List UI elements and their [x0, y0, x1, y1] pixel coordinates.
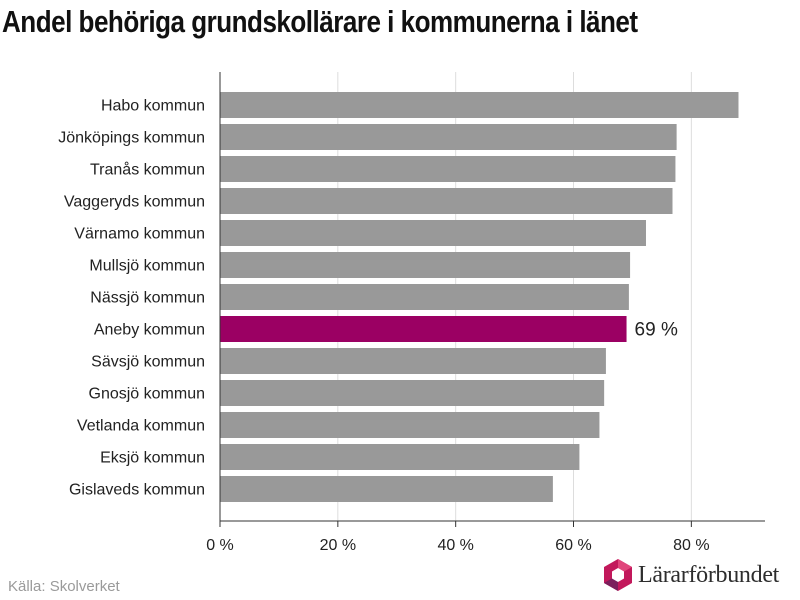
- x-tick-label: 60 %: [555, 537, 591, 554]
- x-tick-label: 40 %: [437, 537, 473, 554]
- category-label: Mullsjö kommun: [89, 258, 205, 275]
- category-label: Tranås kommun: [90, 161, 205, 179]
- x-tick-label: 20 %: [320, 537, 356, 554]
- bars: [220, 92, 739, 502]
- category-label: Sävsjö kommun: [91, 354, 205, 371]
- bar: [220, 156, 676, 182]
- source-note: Källa: Skolverket: [8, 578, 120, 595]
- category-labels: Habo kommun Jönköpings kommun Tranås kommu…: [58, 98, 205, 499]
- bar: [220, 348, 606, 374]
- category-label: Eksjö kommun: [100, 450, 205, 467]
- category-label: Jönköpings kommun: [58, 130, 205, 147]
- category-label: Aneby kommun: [94, 322, 205, 339]
- x-tick-label: 80 %: [673, 537, 709, 554]
- category-label: Värnamo kommun: [74, 226, 205, 243]
- chart-title: Andel behöriga grundskollärare i kommune…: [2, 4, 638, 39]
- bar: [220, 412, 600, 438]
- category-label: Vetlanda kommun: [77, 418, 205, 435]
- lararforbundet-logo: Lärarförbundet: [602, 558, 796, 592]
- x-tick-label: 0 %: [206, 537, 234, 554]
- x-axis: 0 % 20 % 40 % 60 % 80 %: [206, 72, 765, 554]
- category-label: Nässjö kommun: [90, 290, 205, 307]
- bar: [220, 188, 673, 214]
- category-label: Gislaveds kommun: [69, 482, 205, 499]
- bar: [220, 220, 646, 246]
- bar: [220, 92, 739, 118]
- bar: [220, 444, 580, 470]
- category-label: Gnosjö kommun: [89, 386, 206, 403]
- logo-icon: [604, 559, 632, 591]
- category-label: Vaggeryds kommun: [64, 194, 205, 211]
- bar: [220, 284, 629, 310]
- bar: [220, 124, 677, 150]
- data-label: 69 %: [635, 320, 678, 341]
- bar: [220, 476, 553, 502]
- bar: [220, 252, 631, 278]
- bar: [220, 380, 605, 406]
- bar-highlight: [220, 316, 627, 342]
- logo-text: Lärarförbundet: [638, 561, 780, 588]
- annotations: 69 %: [635, 320, 678, 341]
- category-label: Habo kommun: [101, 98, 205, 115]
